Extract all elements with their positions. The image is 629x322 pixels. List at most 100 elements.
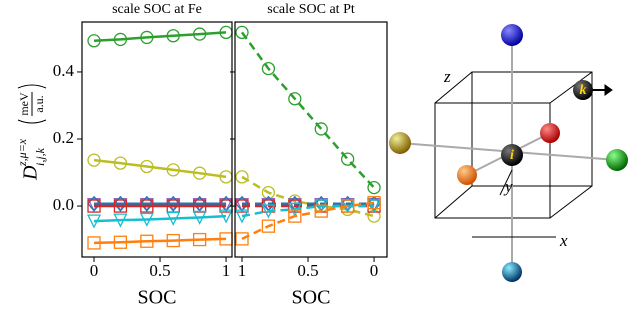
cube-edges [434, 71, 593, 219]
marker [367, 196, 381, 210]
marker [113, 199, 128, 213]
marker [166, 233, 180, 248]
marker [87, 195, 101, 212]
x-tick-label: 0.5 [297, 261, 318, 280]
marker [139, 212, 154, 227]
marker [113, 156, 128, 170]
marker [367, 180, 381, 195]
marker [235, 25, 249, 40]
series-line [241, 201, 375, 241]
marker [113, 195, 128, 212]
atom [540, 123, 560, 143]
x-tick-label: 1 [238, 261, 247, 280]
x-tick-label: 0 [370, 261, 379, 280]
series-line [93, 214, 227, 223]
marker [287, 202, 302, 217]
marker [340, 152, 355, 166]
marker [192, 166, 207, 180]
paren [17, 84, 47, 89]
marker [113, 235, 128, 249]
marker [288, 199, 302, 213]
marker [192, 195, 207, 212]
marker [288, 209, 302, 223]
marker [340, 199, 355, 213]
marker [314, 204, 328, 218]
marker [87, 34, 101, 48]
marker [166, 195, 181, 212]
marker [192, 27, 207, 41]
y-tick-label: 0.0 [53, 195, 74, 214]
marker [261, 61, 276, 76]
marker [113, 32, 128, 47]
marker [314, 122, 328, 136]
y-label-unit-num: meV [17, 92, 31, 116]
atom [389, 132, 411, 154]
chart-title: scale SOC at Fe [112, 2, 202, 17]
atom [573, 80, 593, 100]
marker [86, 214, 102, 229]
marker [235, 199, 249, 213]
atom [457, 165, 477, 185]
cube-front [434, 102, 551, 219]
marker [192, 232, 207, 247]
marker [261, 219, 276, 233]
y-tick-label: 0.4 [53, 61, 75, 80]
diagram [389, 24, 628, 282]
atom [606, 149, 628, 171]
chart-title: scale SOC at Pt [267, 2, 355, 17]
x-axis-label: SOC [292, 287, 331, 309]
y-label-sup: z,μ=x [15, 138, 29, 167]
marker [166, 211, 181, 226]
series-line [240, 31, 375, 189]
arrow-head [604, 84, 613, 96]
y-tick-label: 0.2 [53, 128, 74, 147]
paren [17, 119, 47, 124]
series-line [241, 204, 375, 218]
atom [501, 144, 523, 166]
marker [140, 199, 154, 213]
atom-label: k [580, 83, 587, 98]
marker [139, 195, 154, 212]
marker [235, 232, 249, 246]
series-line [93, 158, 227, 179]
axis-label: y [503, 177, 513, 196]
marker [166, 163, 180, 177]
marker [166, 29, 180, 43]
marker [261, 204, 276, 219]
x-tick-label: 1 [222, 261, 231, 280]
marker [234, 209, 250, 224]
plot-frame [81, 21, 233, 258]
y-label-unit-den: a.u. [32, 95, 46, 112]
marker [314, 199, 329, 214]
atom [501, 24, 523, 46]
marker [140, 234, 154, 248]
series-line [93, 31, 227, 43]
y-label: D z,μ=x i,j,k meV a.u. [15, 84, 47, 181]
plot-frame [234, 21, 388, 258]
series-line [93, 237, 227, 245]
charts: scale SOC at Fe SOC 0 0.5 1 0.0 0.2 0.4 scale SO… [53, 2, 388, 309]
marker [219, 209, 234, 224]
axis-label: x [559, 231, 568, 250]
marker [367, 199, 382, 214]
marker [87, 236, 101, 250]
marker [140, 159, 154, 174]
marker [87, 199, 101, 213]
y-label-symbol: D [20, 165, 42, 181]
x-tick-label: 0 [90, 261, 99, 280]
marker [288, 92, 302, 106]
marker [235, 170, 249, 184]
marker [140, 30, 154, 45]
atom [502, 262, 522, 282]
marker [113, 213, 128, 228]
y-axis [499, 169, 513, 196]
y-label-sub: i,j,k [33, 147, 47, 166]
marker [192, 210, 207, 225]
marker [87, 153, 101, 167]
x-tick-label: 0.5 [149, 261, 170, 280]
x-axis-label: SOC [138, 287, 177, 309]
atom-label: i [510, 148, 514, 163]
axis-label: z [443, 67, 451, 86]
